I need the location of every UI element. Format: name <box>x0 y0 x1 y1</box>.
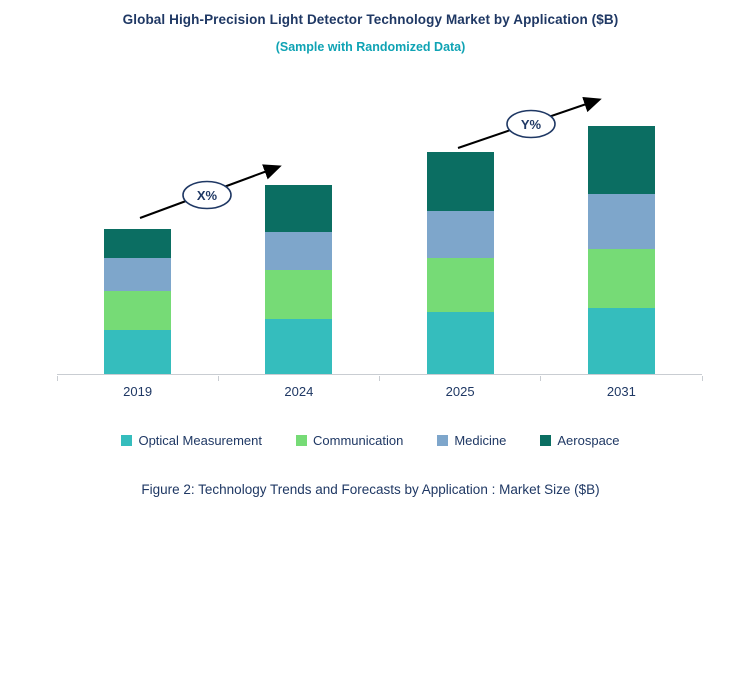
axis-tick <box>540 376 542 381</box>
bar-segment <box>426 312 494 374</box>
legend-item: Communication <box>296 433 403 448</box>
x-axis-label-2031: 2031 <box>606 384 636 399</box>
stacked-bar-2031 <box>587 126 655 374</box>
growth-annotation-x: X% <box>139 164 282 219</box>
bar-segment <box>587 249 655 308</box>
figure-caption: Figure 2: Technology Trends and Forecast… <box>141 482 600 497</box>
bar-segment <box>104 330 172 374</box>
x-axis-label-2025: 2025 <box>445 384 475 399</box>
legend-item: Aerospace <box>540 433 620 448</box>
legend-label: Communication <box>313 433 404 448</box>
bar-slot-2031 <box>541 95 702 374</box>
legend-item: Optical Measurement <box>121 433 262 448</box>
growth-ellipse-y <box>506 109 556 139</box>
chart-subtitle: (Sample with Randomized Data) <box>275 40 466 54</box>
growth-label-y: Y% <box>521 117 542 132</box>
legend-swatch-icon <box>540 435 552 446</box>
legend-swatch-icon <box>121 435 133 446</box>
chart-legend: Optical Measurement Communication Medicine… <box>0 433 741 448</box>
bar-segment <box>265 185 333 232</box>
legend-label: Aerospace <box>557 433 620 448</box>
bar-slot-2024 <box>218 95 379 374</box>
axis-tick <box>701 376 703 381</box>
axis-tick <box>217 376 219 381</box>
bar-segment <box>587 194 655 249</box>
bar-segment <box>587 308 655 374</box>
bar-segment <box>265 270 333 319</box>
bar-segment <box>426 152 494 211</box>
bar-segment <box>587 126 655 194</box>
bar-segment <box>265 232 333 270</box>
growth-annotation-y: Y% <box>457 96 602 149</box>
legend-swatch-icon <box>296 435 308 446</box>
bar-segment <box>426 258 494 312</box>
bar-segment <box>265 319 333 374</box>
bar-segment <box>104 258 172 291</box>
bar-slot-2019 <box>57 95 218 374</box>
bar-segment <box>104 291 172 330</box>
bar-segment <box>104 229 172 258</box>
growth-label-x: X% <box>197 188 218 203</box>
legend-label: Medicine <box>454 433 507 448</box>
legend-swatch-icon <box>437 435 449 446</box>
x-axis-label-2024: 2024 <box>284 384 314 399</box>
bar-slot-2025 <box>380 95 541 374</box>
stacked-bar-2024 <box>265 185 333 374</box>
growth-ellipse-x <box>182 180 232 210</box>
bar-segment <box>426 211 494 258</box>
bar-chart-plot-area <box>57 95 702 375</box>
axis-tick <box>379 376 380 381</box>
x-axis-ticks <box>56 376 703 381</box>
legend-label: Optical Measurement <box>138 433 263 448</box>
stacked-bar-2025 <box>426 152 494 374</box>
stacked-bar-2019 <box>104 229 172 374</box>
legend-item: Medicine <box>437 433 506 448</box>
chart-title: Global High-Precision Light Detector Tec… <box>122 12 619 27</box>
x-axis-labels: 2019 2024 2025 2031 <box>57 384 702 399</box>
x-axis-label-2019: 2019 <box>123 384 153 399</box>
axis-tick <box>56 376 58 381</box>
